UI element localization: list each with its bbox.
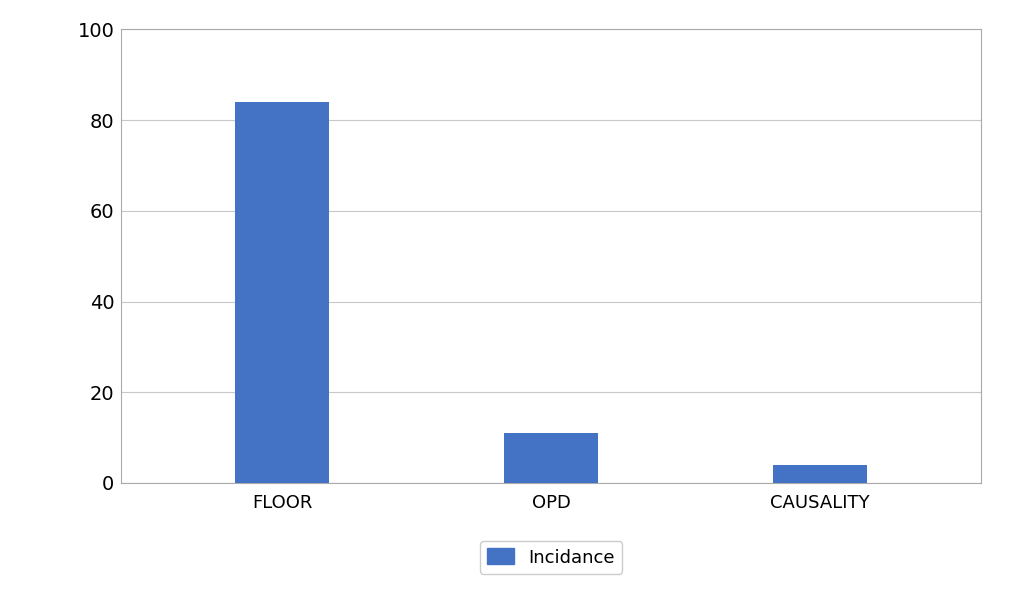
Bar (772, 465, 866, 483)
Bar (504, 433, 598, 483)
Bar (236, 102, 330, 483)
Legend: Incidance: Incidance (480, 541, 622, 574)
